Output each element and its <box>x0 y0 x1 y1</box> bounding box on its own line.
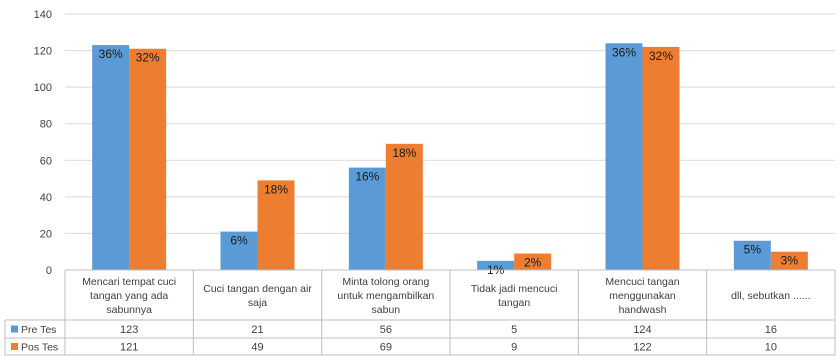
bar-pretes <box>92 45 130 271</box>
y-tick-label: 120 <box>34 46 52 58</box>
data-label: 18% <box>264 182 288 196</box>
category-label: dll, sebutkan ...... <box>731 290 810 302</box>
bar-pretes <box>733 240 771 270</box>
category-label: sabunnya <box>106 304 152 316</box>
table-cell: 16 <box>765 324 777 336</box>
bar-postes <box>514 253 552 270</box>
y-axis: 0 20 40 60 80 100 120 140 <box>34 9 52 277</box>
table-cell: 124 <box>633 324 651 336</box>
table-cell: 5 <box>511 324 517 336</box>
y-tick-label: 20 <box>40 228 52 240</box>
bar-pretes <box>605 43 643 270</box>
data-label: 36% <box>99 47 123 61</box>
gridlines <box>65 13 835 234</box>
bar-postes <box>257 180 295 270</box>
data-table: Mencari tempat cuci tangan yang ada sabunn… <box>4 269 836 356</box>
data-label: 16% <box>355 170 379 184</box>
data-label: 2% <box>524 256 542 270</box>
category-label: menggunakan <box>609 290 676 302</box>
table-cell: 56 <box>380 324 392 336</box>
legend-key <box>11 343 18 350</box>
category-label: untuk mengambilkan <box>337 290 434 302</box>
data-label: 6% <box>230 234 248 248</box>
y-tick-label: 0 <box>46 265 52 277</box>
category-label: sabun <box>372 304 401 316</box>
category-label: Mencari tempat cuci <box>82 276 176 288</box>
bar-postes <box>642 46 680 270</box>
y-tick-label: 60 <box>40 155 52 167</box>
category-label: Tidak jadi mencuci <box>471 283 558 295</box>
category-label: handwash <box>619 304 667 316</box>
data-label: 36% <box>612 45 636 59</box>
bar-postes <box>770 251 808 270</box>
category-label: Minta tolong orang <box>342 276 429 288</box>
data-label: 18% <box>392 146 416 160</box>
bar-pretes <box>477 260 515 270</box>
table-cell: 10 <box>765 342 777 354</box>
bar-pretes <box>348 167 386 270</box>
category-label: Mencuci tangan <box>605 276 679 288</box>
category-label: tangan <box>498 297 530 309</box>
table-cell: 49 <box>251 342 263 354</box>
table-cell: 121 <box>120 342 138 354</box>
category-label: Cuci tangan dengan air <box>203 283 312 295</box>
bar-postes <box>385 143 423 270</box>
data-label: 32% <box>136 51 160 65</box>
data-label: 32% <box>649 49 673 63</box>
category-label: tangan yang ada <box>90 290 168 302</box>
y-tick-label: 40 <box>40 192 52 204</box>
table-cell: 122 <box>633 342 651 354</box>
y-tick-label: 100 <box>34 82 52 94</box>
legend-entry: Pos Tes <box>21 342 58 354</box>
table-cell: 69 <box>380 342 392 354</box>
data-label: 5% <box>744 243 762 257</box>
data-label: 3% <box>781 254 799 268</box>
legend-entry: Pre Tes <box>21 324 56 336</box>
table-cell: 9 <box>511 342 517 354</box>
bar-pretes <box>220 231 258 270</box>
bar-postes <box>129 48 167 270</box>
y-tick-label: 80 <box>40 119 52 131</box>
bars: 36%6%16%1%36%5%32%18%18%2%32%3% <box>92 43 808 277</box>
y-tick-label: 140 <box>34 9 52 21</box>
table-cell: 21 <box>251 324 263 336</box>
legend-key <box>11 325 18 333</box>
category-label: saja <box>248 297 267 309</box>
table-cell: 123 <box>120 324 138 336</box>
